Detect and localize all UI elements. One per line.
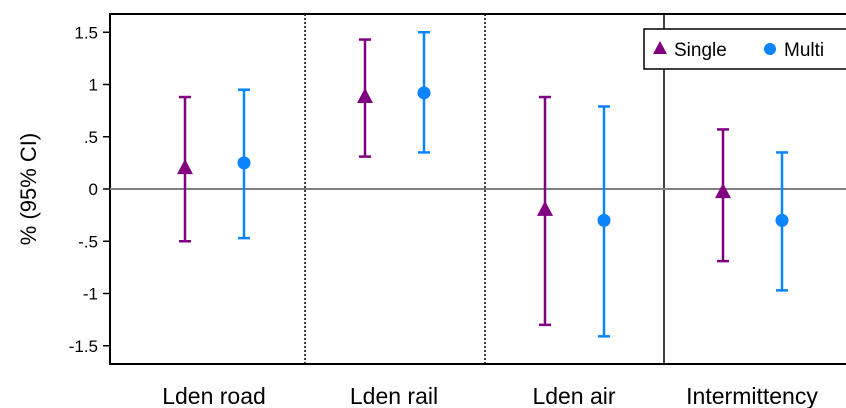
y-tick-label: 1 — [89, 76, 98, 95]
legend: Single Multi — [643, 28, 846, 70]
errorbar-group — [357, 38, 373, 158]
estimate-triangle — [537, 200, 553, 216]
x-category-label: Intermittency — [686, 383, 818, 408]
estimate-triangle — [357, 88, 373, 104]
estimate-circle — [775, 213, 789, 227]
y-tick-label: 0 — [89, 180, 98, 199]
y-tick-label: -1 — [83, 285, 98, 304]
estimate-circle — [237, 156, 251, 170]
errorbar-group — [775, 151, 789, 292]
legend-circle-icon — [764, 43, 776, 55]
y-tick-label: .5 — [84, 128, 98, 147]
estimate-circle — [417, 86, 431, 100]
y-tick-label: -.5 — [78, 232, 98, 251]
data-marks — [177, 31, 789, 338]
errorbar-group — [537, 95, 553, 327]
legend-label: Single — [674, 40, 727, 61]
errorbar-group — [177, 95, 193, 243]
y-tick-label: 1.5 — [74, 23, 98, 42]
x-category-label: Lden air — [532, 383, 615, 408]
x-category-label: Lden rail — [350, 383, 438, 408]
errorbar-group — [237, 88, 251, 240]
y-axis-label: % (95% CI) — [16, 133, 41, 245]
estimate-circle — [597, 213, 611, 227]
estimate-triangle — [177, 159, 193, 175]
legend-triangle-icon — [653, 41, 667, 54]
errorbar-group — [417, 31, 431, 154]
legend-label: Multi — [784, 40, 824, 61]
errorbar-group — [597, 105, 611, 338]
x-category-label: Lden road — [162, 383, 266, 408]
x-axis-categories: Lden road Lden rail Lden air Intermittency — [162, 383, 818, 408]
y-axis: 1.51.50-.5-1-1.5 — [69, 23, 110, 356]
errorbar-group — [715, 128, 731, 263]
estimate-triangle — [715, 183, 731, 199]
y-tick-label: -1.5 — [69, 337, 98, 356]
legend-box — [643, 28, 846, 70]
